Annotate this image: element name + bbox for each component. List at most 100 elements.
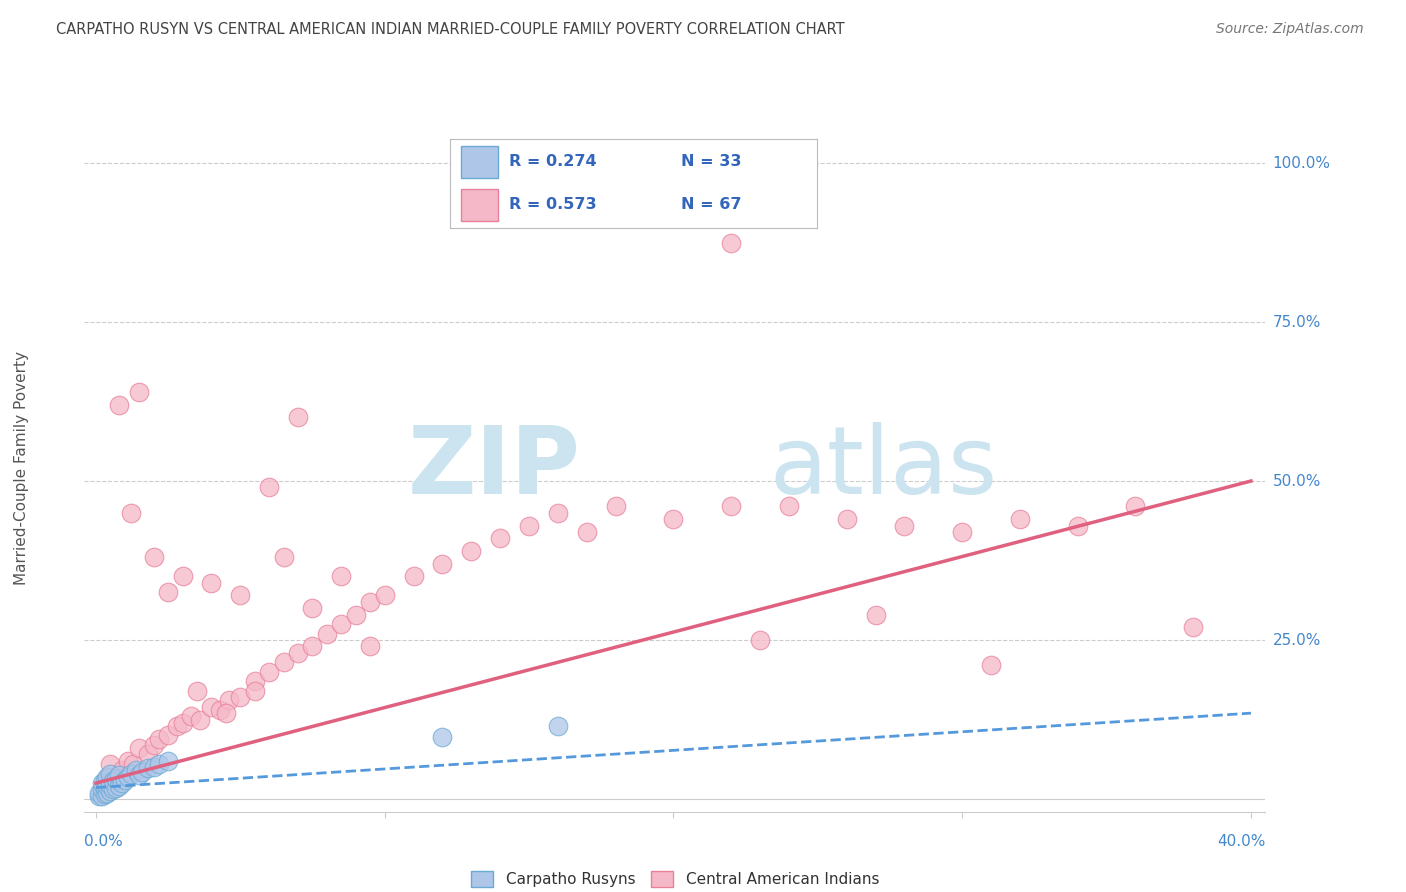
Text: 25.0%: 25.0% — [1272, 632, 1320, 648]
Point — [605, 500, 627, 514]
Point — [93, 780, 115, 795]
Point — [93, 772, 115, 787]
Point — [287, 646, 309, 660]
Point — [128, 384, 150, 399]
Point — [575, 524, 598, 539]
Point — [87, 789, 110, 803]
Point — [662, 512, 685, 526]
Point — [301, 640, 323, 654]
Point — [98, 778, 121, 792]
Point — [136, 747, 159, 762]
Point — [229, 690, 252, 705]
Text: R = 0.274: R = 0.274 — [509, 154, 596, 169]
Point — [98, 784, 121, 798]
Point — [98, 757, 121, 772]
Point — [87, 786, 110, 800]
FancyBboxPatch shape — [461, 145, 498, 178]
Point — [96, 786, 118, 800]
Point — [344, 607, 367, 622]
Text: 75.0%: 75.0% — [1272, 315, 1320, 329]
Point — [432, 730, 454, 744]
Point — [1008, 512, 1031, 526]
Point — [209, 703, 232, 717]
Point — [186, 684, 208, 698]
Text: Source: ZipAtlas.com: Source: ZipAtlas.com — [1216, 22, 1364, 37]
Point — [1125, 500, 1147, 514]
Point — [749, 633, 772, 648]
Point — [180, 709, 202, 723]
Point — [257, 480, 280, 494]
Point — [950, 524, 973, 539]
Point — [243, 684, 266, 698]
Point — [1182, 620, 1205, 634]
Point — [330, 617, 353, 632]
Point — [148, 731, 170, 746]
Text: 50.0%: 50.0% — [1272, 474, 1320, 489]
Point — [172, 569, 194, 583]
Point — [103, 774, 125, 789]
Point — [547, 506, 569, 520]
Point — [157, 754, 180, 768]
Legend: Carpatho Rusyns, Central American Indians: Carpatho Rusyns, Central American Indian… — [464, 865, 886, 892]
Point — [108, 768, 131, 782]
Point — [111, 776, 134, 790]
Point — [157, 585, 180, 599]
Point — [105, 772, 128, 786]
Point — [157, 728, 180, 742]
Point — [359, 595, 381, 609]
Point — [117, 770, 139, 784]
Point — [90, 782, 112, 797]
Point — [273, 550, 295, 565]
Point — [111, 764, 134, 778]
Point — [172, 715, 194, 730]
Point — [893, 518, 915, 533]
Point — [105, 770, 128, 784]
Point — [215, 706, 238, 720]
Point — [131, 765, 153, 780]
Point — [200, 699, 222, 714]
Point — [96, 779, 118, 793]
Point — [980, 658, 1002, 673]
Point — [835, 512, 858, 526]
Point — [243, 674, 266, 689]
Point — [93, 787, 115, 801]
Point — [136, 762, 159, 776]
Point — [287, 410, 309, 425]
Point — [90, 789, 112, 803]
Point — [489, 531, 512, 545]
Text: atlas: atlas — [769, 422, 998, 515]
Point — [125, 764, 148, 778]
Point — [316, 626, 339, 640]
Point — [1067, 518, 1090, 533]
Point — [188, 713, 211, 727]
Text: 100.0%: 100.0% — [1272, 155, 1330, 170]
Text: N = 67: N = 67 — [681, 197, 741, 212]
Text: CARPATHO RUSYN VS CENTRAL AMERICAN INDIAN MARRIED-COUPLE FAMILY POVERTY CORRELAT: CARPATHO RUSYN VS CENTRAL AMERICAN INDIA… — [56, 22, 845, 37]
Point — [166, 719, 188, 733]
Point — [103, 782, 125, 797]
Point — [128, 768, 150, 782]
Point — [359, 640, 381, 654]
Point — [98, 766, 121, 780]
Point — [218, 693, 240, 707]
Text: Married-Couple Family Poverty: Married-Couple Family Poverty — [14, 351, 28, 585]
Point — [432, 557, 454, 571]
Point — [90, 776, 112, 790]
Point — [108, 398, 131, 412]
Point — [148, 757, 170, 772]
FancyBboxPatch shape — [461, 188, 498, 220]
Point — [229, 589, 252, 603]
Point — [720, 500, 742, 514]
Point — [273, 655, 295, 669]
Point — [720, 235, 742, 250]
Text: 0.0%: 0.0% — [84, 834, 124, 849]
Point — [257, 665, 280, 679]
Point — [108, 779, 131, 793]
Point — [142, 760, 165, 774]
Point — [120, 766, 142, 780]
Point — [105, 780, 128, 795]
Point — [778, 500, 800, 514]
Point — [460, 544, 482, 558]
Point — [200, 575, 222, 590]
Text: N = 33: N = 33 — [681, 154, 741, 169]
